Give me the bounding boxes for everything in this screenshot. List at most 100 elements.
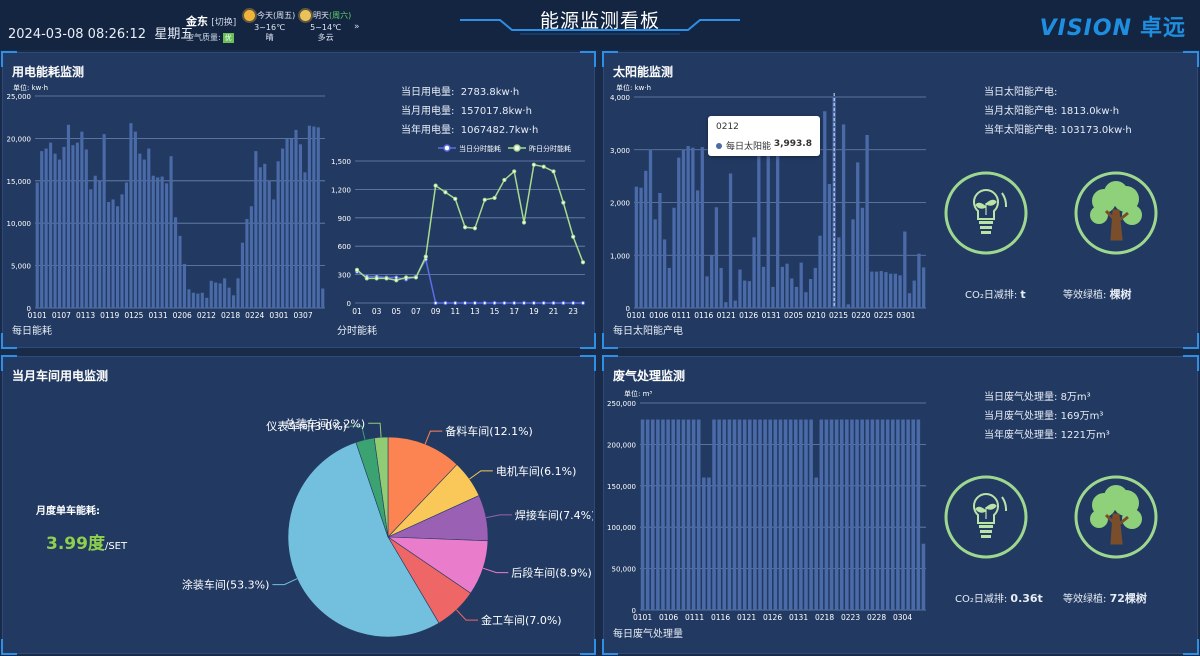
bar — [785, 263, 789, 308]
bar — [885, 419, 890, 610]
bar — [124, 182, 129, 308]
bar — [808, 278, 813, 308]
pie-leader-line — [349, 425, 366, 440]
solar-panel: 太阳能监测 当日太阳能产电: 当月太阳能产电: 1813.0kw·h 当年太阳能… — [602, 51, 1199, 349]
bar — [870, 271, 874, 308]
bar — [702, 477, 706, 610]
bar — [672, 207, 676, 308]
bar — [903, 231, 907, 308]
y-tick-label: 2,000 — [610, 200, 630, 208]
x-tick-label: 0215 — [829, 311, 848, 320]
x-tick-label: 0111 — [672, 311, 691, 320]
x-tick-label: 0307 — [294, 311, 313, 320]
eco-bulb-icon — [944, 171, 1028, 255]
bar — [829, 419, 834, 610]
bar — [856, 162, 860, 308]
bar — [780, 266, 785, 308]
y-tick-label: 1,500 — [331, 158, 351, 166]
legend-today[interactable]: 当日分时能耗 — [438, 144, 501, 153]
solar-daily-chart: 单位: kw·h 0 1,000 2,000 3,000 4,000 0101 0106 01… — [610, 83, 926, 320]
x-tick-label: 05 — [392, 307, 402, 316]
bar — [884, 272, 888, 308]
bar — [102, 134, 106, 308]
legend-yesterday[interactable]: 昨日分时能耗 — [508, 144, 571, 153]
bar — [696, 419, 701, 610]
bar — [793, 419, 798, 610]
bar — [160, 176, 164, 308]
bar — [752, 237, 756, 308]
y-tick-label: 0 — [632, 607, 636, 615]
eco-bulb-icon — [944, 475, 1028, 559]
bar — [44, 148, 48, 308]
y-tick-label: 50,000 — [612, 566, 637, 574]
bar — [661, 419, 665, 610]
bar — [236, 278, 240, 308]
data-point — [521, 220, 527, 225]
bar — [710, 255, 714, 308]
tree-icon — [1074, 171, 1158, 255]
bar — [707, 477, 711, 610]
bar — [231, 295, 236, 308]
weather-more-icon[interactable]: » — [354, 22, 360, 32]
x-tick-label: 15 — [490, 307, 500, 316]
bar — [75, 142, 79, 308]
bar — [766, 147, 770, 308]
bar — [142, 159, 146, 308]
bar — [747, 281, 752, 308]
data-point — [472, 226, 478, 231]
bar — [911, 419, 916, 610]
bar — [768, 419, 773, 610]
bar — [851, 219, 855, 308]
location-switch-link[interactable]: [切换] — [211, 18, 237, 28]
top-header: 2024-03-08 08:26:12 星期五 金东 [切换] 空气质量: 优 今… — [0, 0, 1200, 50]
data-point — [531, 300, 536, 306]
y-tick-label: 0 — [626, 305, 630, 313]
brand-logo: VISION 卓远 — [1039, 16, 1186, 41]
data-point — [541, 164, 546, 169]
data-point — [512, 169, 517, 174]
x-tick-label: 0206 — [173, 311, 192, 320]
bar — [799, 262, 803, 308]
x-tick-label: 0218 — [815, 613, 834, 622]
bar — [841, 124, 846, 309]
x-tick-label: 0113 — [76, 311, 95, 320]
bar — [223, 278, 227, 308]
bar — [639, 187, 643, 308]
waste-co2-label: CO₂日减排: 0.36t — [955, 592, 1043, 605]
bar — [66, 124, 71, 308]
data-point — [364, 276, 369, 281]
data-point — [512, 300, 517, 306]
bar — [115, 206, 120, 308]
bar — [173, 217, 178, 308]
bar — [737, 419, 742, 610]
bar — [196, 293, 200, 308]
bar — [182, 263, 187, 308]
bar — [898, 275, 902, 308]
series-line — [356, 163, 584, 282]
bar — [648, 149, 653, 308]
electric-yearly-stat: 当年用电量: 1067482.7kw·h — [401, 125, 539, 136]
bar — [837, 237, 841, 308]
bar — [49, 142, 53, 308]
page-title: 能源监测看板 — [539, 10, 660, 32]
pie-slice — [387, 436, 458, 538]
y-tick-label: 900 — [338, 215, 351, 223]
pie-slice — [373, 436, 389, 538]
bar — [832, 97, 836, 308]
unit-label: 单位: m³ — [624, 389, 652, 398]
svg-text:昨日分时能耗: 昨日分时能耗 — [529, 144, 571, 153]
solar-caption: 每日太阳能产电 — [613, 326, 683, 337]
x-tick-label: 0225 — [874, 311, 893, 320]
bar — [254, 151, 258, 308]
bar — [187, 289, 191, 308]
bar — [644, 170, 648, 308]
bar — [773, 419, 778, 610]
y-tick-label: 25,000 — [7, 93, 32, 101]
data-point — [551, 300, 556, 306]
bar — [850, 419, 854, 610]
bar — [758, 419, 762, 610]
bar — [200, 292, 204, 308]
y-tick-label: 0 — [27, 305, 31, 313]
pie-label: 仪表车间(3.0%) — [266, 419, 347, 433]
bar — [891, 419, 895, 610]
